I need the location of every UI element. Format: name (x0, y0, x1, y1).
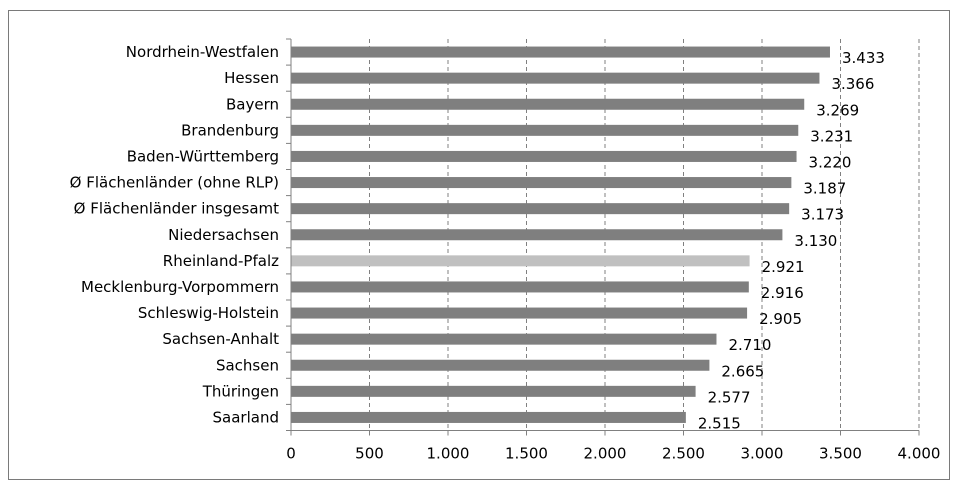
x-tick-label: 500 (355, 445, 384, 463)
category-label: Mecklenburg-Vorpommern (81, 278, 279, 296)
bars (291, 46, 830, 423)
bar-chart: Nordrhein-Westfalen Hessen Bayern Brandenbu… (70, 38, 940, 463)
value-labels: 3.433 3.366 3.269 3.231 3.220 3.187 3.173 3.130… (698, 49, 885, 432)
x-tick-label: 1.500 (505, 445, 548, 463)
value-label: 2.916 (761, 284, 804, 302)
value-label: 3.187 (803, 180, 846, 198)
value-label: 2.921 (762, 258, 805, 276)
bar (291, 255, 750, 267)
value-label: 2.665 (721, 362, 764, 380)
value-label: 3.366 (831, 75, 874, 93)
bar (291, 359, 710, 371)
bar (291, 281, 749, 293)
x-tick-label: 2.500 (662, 445, 705, 463)
category-label: Saarland (213, 408, 279, 426)
category-labels: Nordrhein-Westfalen Hessen Bayern Brandenbu… (70, 43, 279, 426)
value-label: 3.220 (809, 153, 852, 171)
x-tick-label: 3.500 (819, 445, 862, 463)
value-label: 3.173 (801, 206, 844, 224)
value-label: 3.130 (794, 232, 837, 250)
category-label: Baden-Württemberg (127, 147, 279, 165)
category-label: Bayern (226, 95, 279, 113)
category-label: Thüringen (202, 382, 279, 400)
category-label: Schleswig-Holstein (138, 304, 279, 322)
bar (291, 150, 797, 162)
bar (291, 385, 696, 397)
value-label: 2.710 (728, 336, 771, 354)
bar (291, 46, 830, 58)
bar (291, 177, 792, 189)
category-label: Ø Flächenländer insgesamt (74, 200, 279, 218)
value-label: 3.269 (816, 101, 859, 119)
category-label: Niedersachsen (168, 226, 279, 244)
bar (291, 307, 748, 319)
x-tick-label: 0 (286, 445, 296, 463)
bar (291, 229, 783, 241)
x-tick-label: 1.000 (427, 445, 470, 463)
chart-frame: Nordrhein-Westfalen Hessen Bayern Brandenbu… (8, 10, 950, 480)
value-label: 2.577 (708, 388, 751, 406)
bar (291, 203, 790, 215)
category-label: Sachsen-Anhalt (162, 330, 279, 348)
category-label: Ø Flächenländer (ohne RLP) (70, 174, 279, 192)
bar (291, 333, 717, 345)
x-tick-labels: 0 500 1.000 1.500 2.000 2.500 3.000 3.500 4.000 (286, 445, 940, 463)
bar (291, 411, 686, 423)
category-label: Brandenburg (181, 121, 279, 139)
category-label: Hessen (224, 69, 279, 87)
value-label: 3.231 (810, 127, 853, 145)
value-label: 2.905 (759, 310, 802, 328)
bar (291, 72, 820, 84)
bar (291, 124, 799, 136)
axes (286, 38, 920, 436)
x-tick-label: 3.000 (741, 445, 784, 463)
category-label: Nordrhein-Westfalen (126, 43, 279, 61)
x-tick-label: 4.000 (898, 445, 941, 463)
category-label: Sachsen (216, 356, 279, 374)
category-label: Rheinland-Pfalz (163, 252, 279, 270)
value-label: 2.515 (698, 414, 741, 432)
value-label: 3.433 (842, 49, 885, 67)
x-tick-label: 2.000 (584, 445, 627, 463)
bar (291, 98, 805, 110)
